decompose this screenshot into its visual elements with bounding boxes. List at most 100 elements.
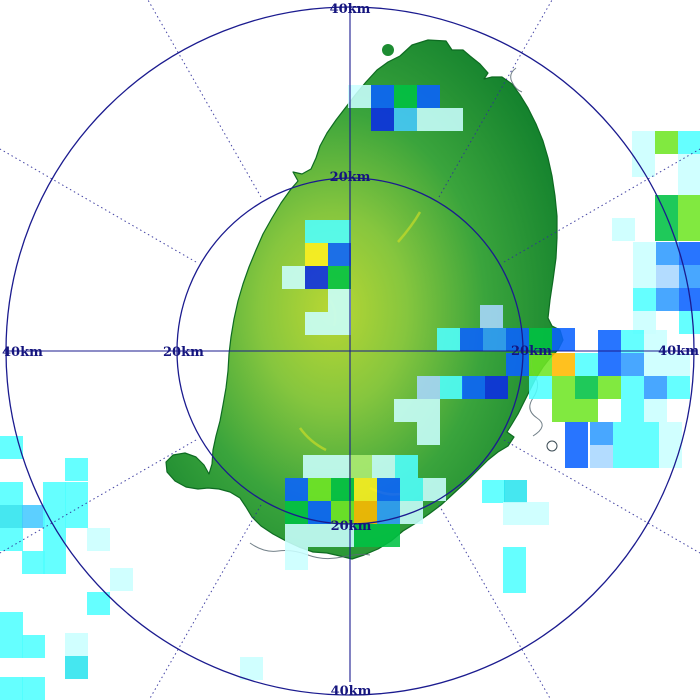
radar-cell-cyan <box>621 376 644 399</box>
radar-cell-green <box>285 501 308 524</box>
range-label-bottom-20km: 20km <box>331 519 372 534</box>
radar-cell-cyan_pale <box>348 85 371 108</box>
radar-cell-cyan2 <box>504 480 527 503</box>
radar-cell-green <box>354 524 377 547</box>
radar-cell-gold <box>552 353 575 376</box>
radar-cell-cyan <box>667 376 690 399</box>
radar-cell-cyan_pale <box>372 455 395 478</box>
radar-cell-green_light <box>552 376 575 399</box>
radar-cell-cyan_pale <box>303 455 326 478</box>
radar-cell-cyan <box>65 458 88 481</box>
radar-cell-cyan <box>43 551 66 574</box>
radar-cell-cyan <box>0 612 23 635</box>
radar-cell-cyan_pale <box>633 265 656 288</box>
radar-cell-cyan_pale <box>632 154 655 177</box>
range-label-right-40km: 40km <box>658 344 699 359</box>
radar-cell-cyan <box>613 422 636 445</box>
radar-cell-cyan2 <box>0 505 23 528</box>
radar-cell-blue_dark <box>305 266 328 289</box>
radar-cell-cyan_pale <box>285 524 308 547</box>
precipitation-cells <box>0 85 700 700</box>
radar-cell-blue <box>598 330 621 353</box>
radar-cell-cyan <box>22 635 45 658</box>
radar-cell-green <box>394 85 417 108</box>
radar-cell-green <box>655 195 678 218</box>
radar-cell-med_blue <box>679 265 700 288</box>
radar-cell-blue <box>565 445 588 468</box>
radar-cell-cyan <box>575 353 598 376</box>
radar-cell-green <box>328 266 351 289</box>
radar-cell-cyan <box>305 220 328 243</box>
radial-60 <box>503 148 700 263</box>
radar-cell-cyan <box>678 131 700 154</box>
radar-cell-yellow <box>354 478 377 501</box>
radar-cell-cyan_pale <box>678 154 700 177</box>
radar-cell-cyan_pale <box>659 445 682 468</box>
radar-cell-cyan <box>633 288 656 311</box>
radar-cell-blue_light <box>590 445 613 468</box>
radar-cell-cyan <box>613 445 636 468</box>
radar-cell-cyan <box>22 677 45 700</box>
radar-cell-cyan <box>43 528 66 551</box>
radar-cell-blue <box>552 328 575 351</box>
radar-cell-cyan <box>395 455 418 478</box>
radial-240 <box>0 439 197 554</box>
radar-cell-cyan <box>621 330 644 353</box>
radar-cell-cyan <box>0 482 23 505</box>
radar-cell-cyan <box>440 376 463 399</box>
islet-southeast <box>546 440 558 452</box>
radar-cell-cyan <box>43 505 66 528</box>
radar-cell-cyan_pale <box>65 633 88 656</box>
radar-cell-blue <box>308 501 331 524</box>
radar-cell-cyan_pale <box>326 455 349 478</box>
radar-cell-gold <box>354 501 377 524</box>
radar-cell-cyan <box>0 677 23 700</box>
radar-cell-blue <box>328 243 351 266</box>
radar-cell-cyan_pale <box>394 399 417 422</box>
radar-cell-green_light <box>678 218 700 241</box>
radar-cell-med_blue <box>377 501 400 524</box>
radar-cell-blue <box>565 422 588 445</box>
radar-cell-green_light <box>529 353 552 376</box>
range-label-top-40km: 40km <box>330 2 371 17</box>
radar-cell-cyan <box>400 478 423 501</box>
radar-cell-blue_light <box>480 305 503 328</box>
radar-cell-green_light <box>678 195 700 218</box>
radar-cell-cyan_pale <box>659 422 682 445</box>
radar-cell-blue <box>285 478 308 501</box>
radar-cell-med_blue <box>644 376 667 399</box>
radar-cell-green_light <box>655 131 678 154</box>
radar-cell-blue <box>679 288 700 311</box>
radar-cell-cyan_pale <box>503 502 526 525</box>
radar-cell-cyan <box>0 528 23 551</box>
radar-cell-blue <box>417 85 440 108</box>
radar-cell-green <box>331 478 354 501</box>
radar-cell-cyan_pale <box>612 218 635 241</box>
islet-north <box>382 44 394 56</box>
radar-cell-green_light <box>598 376 621 399</box>
radar-cell-cyan <box>503 547 526 570</box>
radar-cell-cyan_pale <box>308 524 331 547</box>
radar-cell-cyan_pale <box>678 177 700 200</box>
range-label-top-20km: 20km <box>330 170 371 185</box>
radar-cell-med_blue <box>621 353 644 376</box>
radar-cell-yellow <box>305 243 328 266</box>
radar-cell-blue_dark <box>371 108 394 131</box>
radar-cell-cyan <box>437 328 460 351</box>
radar-cell-green <box>529 328 552 351</box>
radar-cell-cyan_pale <box>667 353 690 376</box>
radar-cell-cyan_pale <box>526 502 549 525</box>
radar-cell-cyan_pale <box>240 657 263 680</box>
radar-cell-cyan <box>0 635 23 658</box>
radar-cell-cyan2 <box>65 656 88 679</box>
radar-cell-cyan <box>503 570 526 593</box>
radar-cell-med_blue <box>590 422 613 445</box>
range-label-bottom-40km: 40km <box>331 684 372 699</box>
radar-cell-cyan <box>679 311 700 334</box>
radar-cell-cyan <box>0 436 23 459</box>
radar-cell-cyan_pale <box>440 108 463 131</box>
range-label-left-20km: 20km <box>163 345 204 360</box>
